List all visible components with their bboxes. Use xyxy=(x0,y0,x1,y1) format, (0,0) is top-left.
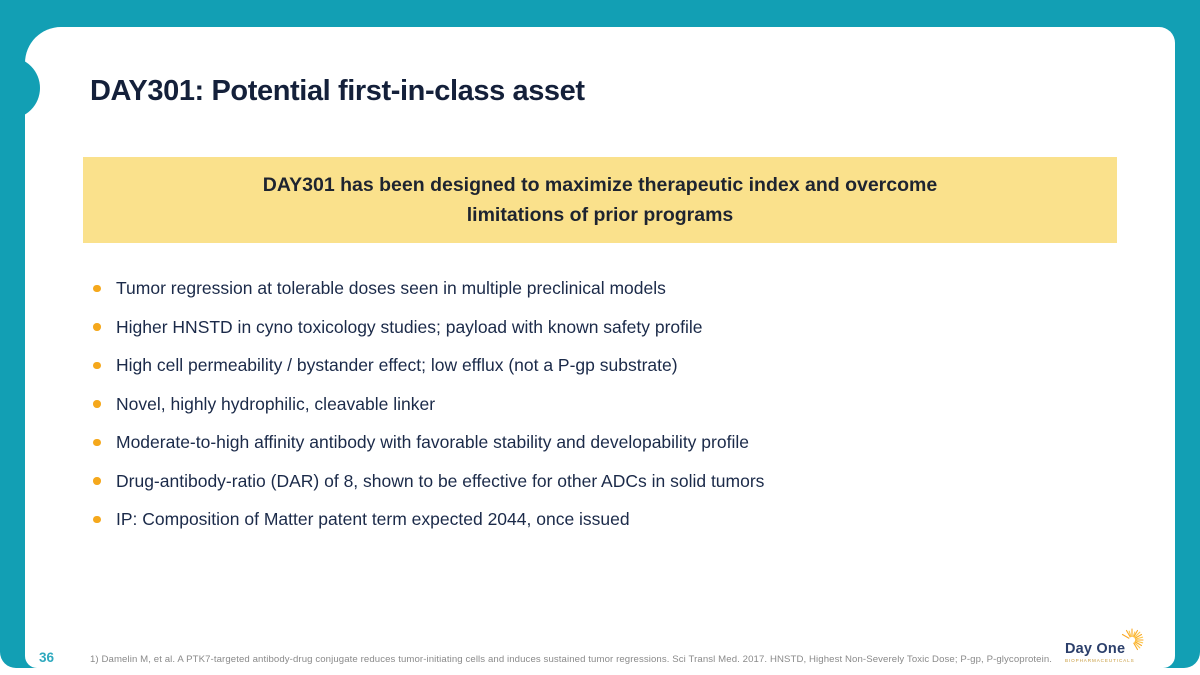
slide-title: DAY301: Potential first-in-class asset xyxy=(90,75,585,107)
list-item-text: High cell permeability / bystander effec… xyxy=(116,355,678,375)
page-number: 36 xyxy=(39,650,55,665)
list-item: IP: Composition of Matter patent term ex… xyxy=(93,507,764,532)
list-item: Higher HNSTD in cyno toxicology studies;… xyxy=(93,315,764,340)
list-item-text: Tumor regression at tolerable doses seen… xyxy=(116,278,666,298)
list-item: Novel, highly hydrophilic, cleavable lin… xyxy=(93,392,764,417)
list-item: Drug-antibody-ratio (DAR) of 8, shown to… xyxy=(93,469,764,494)
list-item-text: Higher HNSTD in cyno toxicology studies;… xyxy=(116,316,703,337)
logo-subtext: BIOPHARMACEUTICALS xyxy=(1065,658,1135,663)
footnote: 1) Damelin M, et al. A PTK7-targeted ant… xyxy=(90,654,1053,665)
list-item: Moderate-to-high affinity antibody with … xyxy=(93,430,764,455)
banner-line-1: DAY301 has been designed to maximize the… xyxy=(262,174,938,196)
bullet-dot-icon xyxy=(93,284,101,292)
list-item: High cell permeability / bystander effec… xyxy=(93,353,764,378)
sunburst-icon xyxy=(1121,628,1144,651)
slide-content-card: DAY301: Potential first-in-class asset D… xyxy=(25,27,1175,668)
list-item: Tumor regression at tolerable doses seen… xyxy=(93,276,764,301)
logo-wordmark: Day One xyxy=(1065,641,1126,657)
highlight-banner: DAY301 has been designed to maximize the… xyxy=(83,157,1117,243)
bullet-dot-icon xyxy=(93,515,101,523)
day-one-logo: Day One BIOPHARMACEUTICALS xyxy=(1065,628,1144,665)
list-item-text: Moderate-to-high affinity antibody with … xyxy=(116,432,749,452)
bullet-dot-icon xyxy=(93,361,101,369)
bullet-dot-icon xyxy=(93,438,101,446)
list-item-text: Drug-antibody-ratio (DAR) of 8, shown to… xyxy=(116,470,765,491)
bullet-dot-icon xyxy=(93,477,101,485)
bullet-list: Tumor regression at tolerable doses seen… xyxy=(93,276,764,546)
list-item-text: Novel, highly hydrophilic, cleavable lin… xyxy=(116,393,436,414)
bullet-dot-icon xyxy=(93,323,101,331)
bullet-dot-icon xyxy=(93,400,101,408)
banner-line-2: limitations of prior programs xyxy=(466,204,734,226)
list-item-text: IP: Composition of Matter patent term ex… xyxy=(116,509,630,529)
